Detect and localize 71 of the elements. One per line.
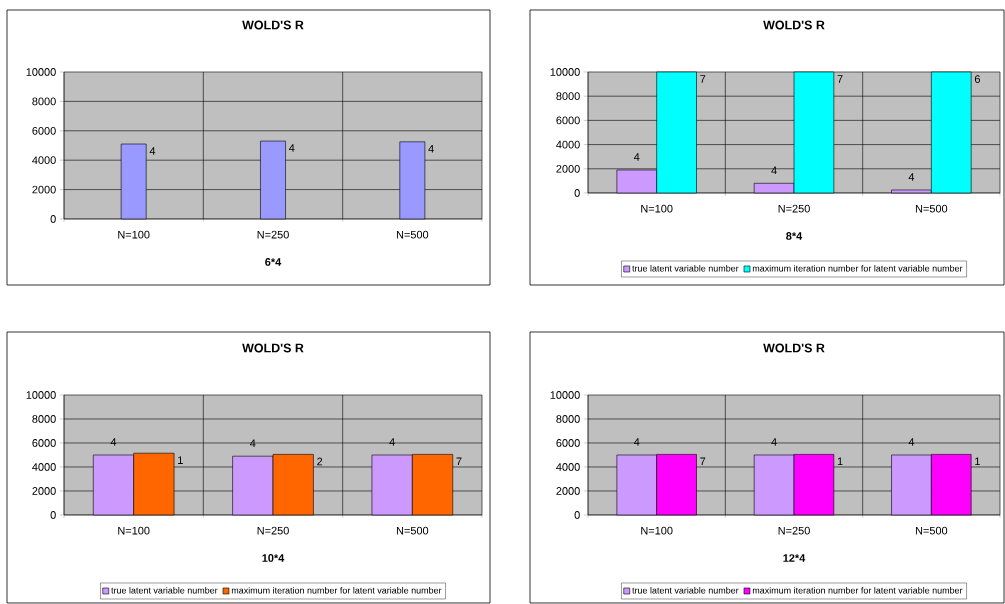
annotation: 4 <box>633 438 640 446</box>
annotation: 4 <box>428 145 434 153</box>
x-axis-title: 12*4 <box>783 554 806 562</box>
y-tick-label: 6000 <box>32 126 56 135</box>
x-axis-title: 8*4 <box>786 232 803 240</box>
annotation: 7 <box>456 457 462 466</box>
x-axis-title: 6*4 <box>265 258 282 266</box>
annotation: 7 <box>700 75 706 83</box>
y-tick-label: 2000 <box>32 487 56 495</box>
annotation: 4 <box>389 438 395 446</box>
chart-title: WOLD'S R <box>242 20 304 30</box>
y-tick-label: 6000 <box>556 439 580 447</box>
annotation: 1 <box>975 457 980 466</box>
x-tick-label: N=100 <box>118 230 150 239</box>
x-tick-label: N=250 <box>778 526 810 535</box>
annotation: 4 <box>908 438 915 446</box>
chart-title: WOLD'S R <box>763 343 825 353</box>
y-tick-label: 10000 <box>26 391 56 399</box>
legend-label: maximum iteration number for latent variable number <box>752 586 963 594</box>
chart-title: WOLD'S R <box>242 343 304 353</box>
x-tick-label: N=100 <box>118 526 150 535</box>
legend-label: true latent variable number <box>632 586 739 594</box>
x-tick-label: N=250 <box>257 526 289 535</box>
x-tick-label: N=500 <box>396 230 429 239</box>
x-tick-label: N=100 <box>641 526 673 535</box>
annotation: 1 <box>837 457 843 466</box>
y-tick-label: 0 <box>574 189 580 197</box>
annotation: 4 <box>633 153 640 161</box>
y-tick-label: 6000 <box>556 116 580 125</box>
y-tick-label: 8000 <box>556 415 580 423</box>
chart-title: WOLD'S R <box>763 20 825 30</box>
x-tick-label: N=500 <box>915 204 948 213</box>
annotation: 4 <box>250 439 256 447</box>
y-tick-label: 10000 <box>26 68 56 76</box>
y-tick-label: 2000 <box>556 164 580 173</box>
y-tick-label: 2000 <box>32 185 56 194</box>
annotation: 7 <box>700 457 706 466</box>
x-tick-label: N=250 <box>778 204 810 213</box>
legend-label: maximum iteration number for latent variable number <box>752 264 963 272</box>
annotation: 1 <box>178 456 183 464</box>
y-tick-label: 0 <box>574 511 580 519</box>
x-tick-label: N=100 <box>641 204 673 213</box>
y-tick-label: 4000 <box>32 463 56 471</box>
x-tick-label: N=500 <box>915 526 948 535</box>
legend-label: true latent variable number <box>632 264 739 272</box>
y-tick-label: 4000 <box>32 156 56 165</box>
y-tick-label: 8000 <box>32 97 56 106</box>
annotation: 2 <box>317 457 323 466</box>
y-tick-label: 0 <box>50 511 56 519</box>
annotation: 4 <box>908 173 915 181</box>
y-tick-label: 8000 <box>556 92 580 101</box>
y-tick-label: 0 <box>50 215 56 223</box>
annotation: 4 <box>149 147 156 155</box>
y-tick-label: 10000 <box>550 68 580 76</box>
annotation: 4 <box>771 438 777 446</box>
y-tick-label: 4000 <box>556 463 580 471</box>
legend-label: true latent variable number <box>111 586 218 594</box>
y-tick-label: 4000 <box>556 140 580 149</box>
x-tick-label: N=500 <box>396 526 429 535</box>
annotation: 4 <box>110 438 117 446</box>
y-tick-label: 8000 <box>32 415 56 423</box>
annotation: 4 <box>289 144 295 152</box>
legend-label: maximum iteration number for latent variable number <box>231 586 442 594</box>
annotation: 7 <box>837 75 843 83</box>
x-axis-title: 10*4 <box>262 554 285 562</box>
y-tick-label: 2000 <box>556 487 580 495</box>
x-tick-label: N=250 <box>257 230 289 239</box>
annotation: 4 <box>771 166 777 175</box>
annotation: 6 <box>974 75 980 83</box>
y-tick-label: 10000 <box>550 391 580 399</box>
y-tick-label: 6000 <box>32 439 56 447</box>
